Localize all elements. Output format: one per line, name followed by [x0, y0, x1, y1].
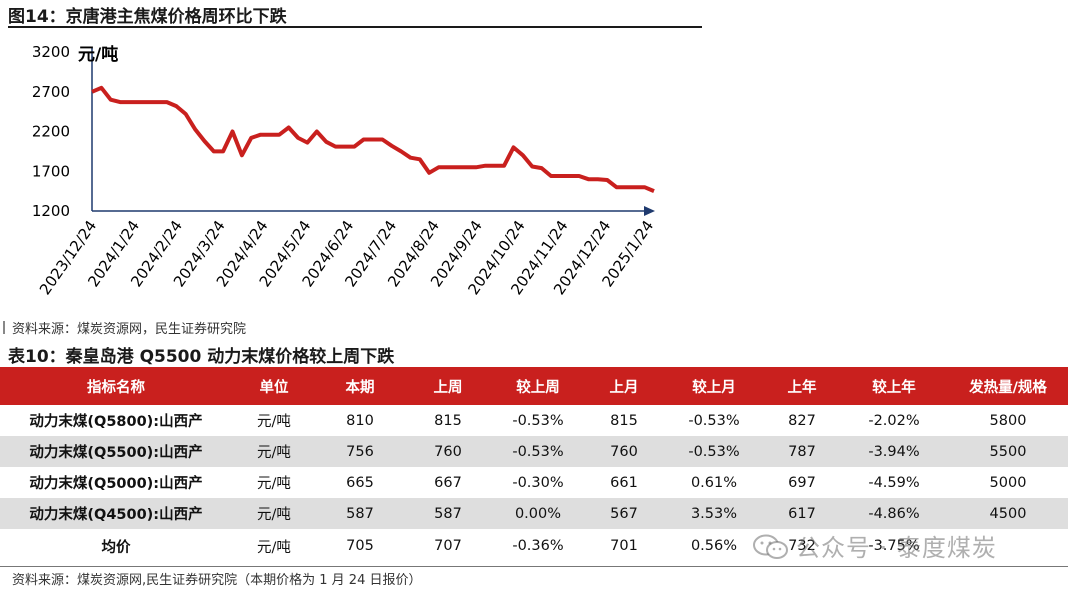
table-source: 资料来源：煤炭资源网,民生证券研究院（本期价格为 1 月 24 日报价）: [12, 573, 422, 588]
cell-last-week: 667: [434, 474, 462, 491]
cell-yoy: -3.75%: [868, 538, 920, 554]
table-row: 动力末煤(Q4500):山西产 元/吨 587 587 0.00% 567 3.…: [0, 498, 1068, 529]
table-row: 动力末煤(Q5500):山西产 元/吨 756 760 -0.53% 760 -…: [0, 436, 1068, 467]
table-row: 动力末煤(Q5800):山西产 元/吨 810 815 -0.53% 815 -…: [0, 405, 1068, 436]
cell-wow: -0.36%: [512, 538, 564, 554]
header-cell: 发热量/规格: [948, 367, 1068, 405]
cell-last-week: 815: [434, 412, 462, 429]
row-name: 动力末煤(Q4500):山西产: [0, 498, 232, 529]
cell-last-week: 760: [404, 436, 492, 467]
y-tick-label: 1200: [32, 202, 70, 220]
cell-mom: 0.56%: [690, 538, 738, 554]
cell-spec: 5000: [989, 474, 1027, 491]
table-bottom-rule: [0, 566, 1068, 567]
cell-current: 756: [316, 436, 404, 467]
source-marker: [3, 321, 5, 334]
x-tick-label: 2023/12/24: [36, 217, 100, 298]
watermark-text: 公众号 · 泰度煤炭: [796, 534, 997, 562]
line-chart: 1200 1700 2200 2700 3200 2023/12/24 2024/1/24…: [0, 28, 720, 318]
cell-unit: 元/吨: [232, 498, 316, 529]
cell-yoy: -3.94%: [840, 436, 948, 467]
cell-last-month: 760: [584, 436, 664, 467]
table-row-average: 均价 元/吨 705 707 -0.36% 701 0.56% 732 -3.7…: [0, 529, 1068, 563]
cell-last-year: 732: [788, 538, 816, 554]
cell-wow: -0.53%: [492, 436, 584, 467]
cell-spec: 5800: [989, 412, 1027, 429]
cell-spec: 5500: [948, 436, 1068, 467]
table-title: 表10：秦皇岛港 Q5500 动力末煤价格较上周下跌: [8, 347, 395, 367]
cell-spec: 4500: [948, 498, 1068, 529]
x-axis-ticks: 2023/12/242024/1/242024/2/242024/3/24202…: [36, 217, 657, 298]
cell-mom: 0.61%: [690, 474, 738, 491]
header-cell: 上月: [584, 367, 664, 405]
y-tick-label: 2200: [32, 123, 70, 141]
table-header-row: 指标名称 单位 本期 上周 较上周 上月 较上月 上年 较上年 发热量/规格: [0, 367, 1068, 405]
row-name: 动力末煤(Q5500):山西产: [0, 436, 232, 467]
cell-last-month: 567: [584, 498, 664, 529]
header-cell: 上年: [764, 367, 840, 405]
cell-last-month: 815: [610, 412, 638, 429]
header-cell: 上周: [404, 367, 492, 405]
cell-unit: 元/吨: [257, 476, 291, 492]
title-rule: [8, 26, 702, 28]
row-name: 动力末煤(Q5000):山西产: [29, 476, 203, 492]
table-row: 动力末煤(Q5000):山西产 元/吨 665 667 -0.30% 661 0…: [0, 467, 1068, 498]
cell-wow: -0.30%: [512, 474, 564, 491]
header-cell: 较上年: [840, 367, 948, 405]
header-cell: 单位: [232, 367, 316, 405]
header-cell: 本期: [316, 367, 404, 405]
cell-last-month: 701: [610, 538, 638, 554]
header-cell: 较上月: [664, 367, 764, 405]
cell-unit: 元/吨: [257, 414, 291, 430]
cell-current: 587: [316, 498, 404, 529]
cell-last-week: 707: [434, 538, 462, 554]
cell-wow: 0.00%: [492, 498, 584, 529]
cell-last-year: 827: [788, 412, 816, 429]
series-line: [91, 85, 655, 193]
cell-mom: -0.53%: [688, 412, 740, 429]
y-tick-label: 1700: [32, 162, 70, 180]
y-tick-label: 3200: [32, 43, 70, 61]
cell-yoy: -2.02%: [868, 412, 920, 429]
wechat-icon: [753, 534, 788, 559]
chart-svg: 1200 1700 2200 2700 3200 2023/12/242024/1/24…: [32, 43, 657, 298]
cell-mom: 3.53%: [664, 498, 764, 529]
cell-wow: -0.53%: [512, 412, 564, 429]
x-axis-arrow: [644, 206, 655, 216]
cell-unit: 元/吨: [257, 539, 291, 556]
cell-yoy: -4.86%: [840, 498, 948, 529]
row-name: 动力末煤(Q5800):山西产: [29, 414, 203, 430]
y-axis-label: 元/吨: [78, 44, 118, 65]
cell-current: 665: [346, 474, 374, 491]
figure-source: 资料来源：煤炭资源网，民生证券研究院: [12, 322, 247, 337]
row-name: 均价: [101, 539, 131, 556]
y-axis-ticks: 1200 1700 2200 2700 3200: [32, 43, 70, 220]
cell-yoy: -4.59%: [868, 474, 920, 491]
price-table: 指标名称 单位 本期 上周 较上周 上月 较上月 上年 较上年 发热量/规格 动…: [0, 367, 1068, 563]
y-tick-label: 2700: [32, 83, 70, 101]
cell-last-year: 787: [764, 436, 840, 467]
cell-last-month: 661: [610, 474, 638, 491]
cell-last-year: 697: [788, 474, 816, 491]
cell-last-year: 617: [764, 498, 840, 529]
header-cell: 指标名称: [0, 367, 232, 405]
cell-current: 705: [346, 538, 374, 554]
header-cell: 较上周: [492, 367, 584, 405]
figure-title: 图14：京唐港主焦煤价格周环比下跌: [8, 7, 287, 27]
cell-unit: 元/吨: [232, 436, 316, 467]
cell-last-week: 587: [404, 498, 492, 529]
cell-mom: -0.53%: [664, 436, 764, 467]
cell-current: 810: [346, 412, 374, 429]
